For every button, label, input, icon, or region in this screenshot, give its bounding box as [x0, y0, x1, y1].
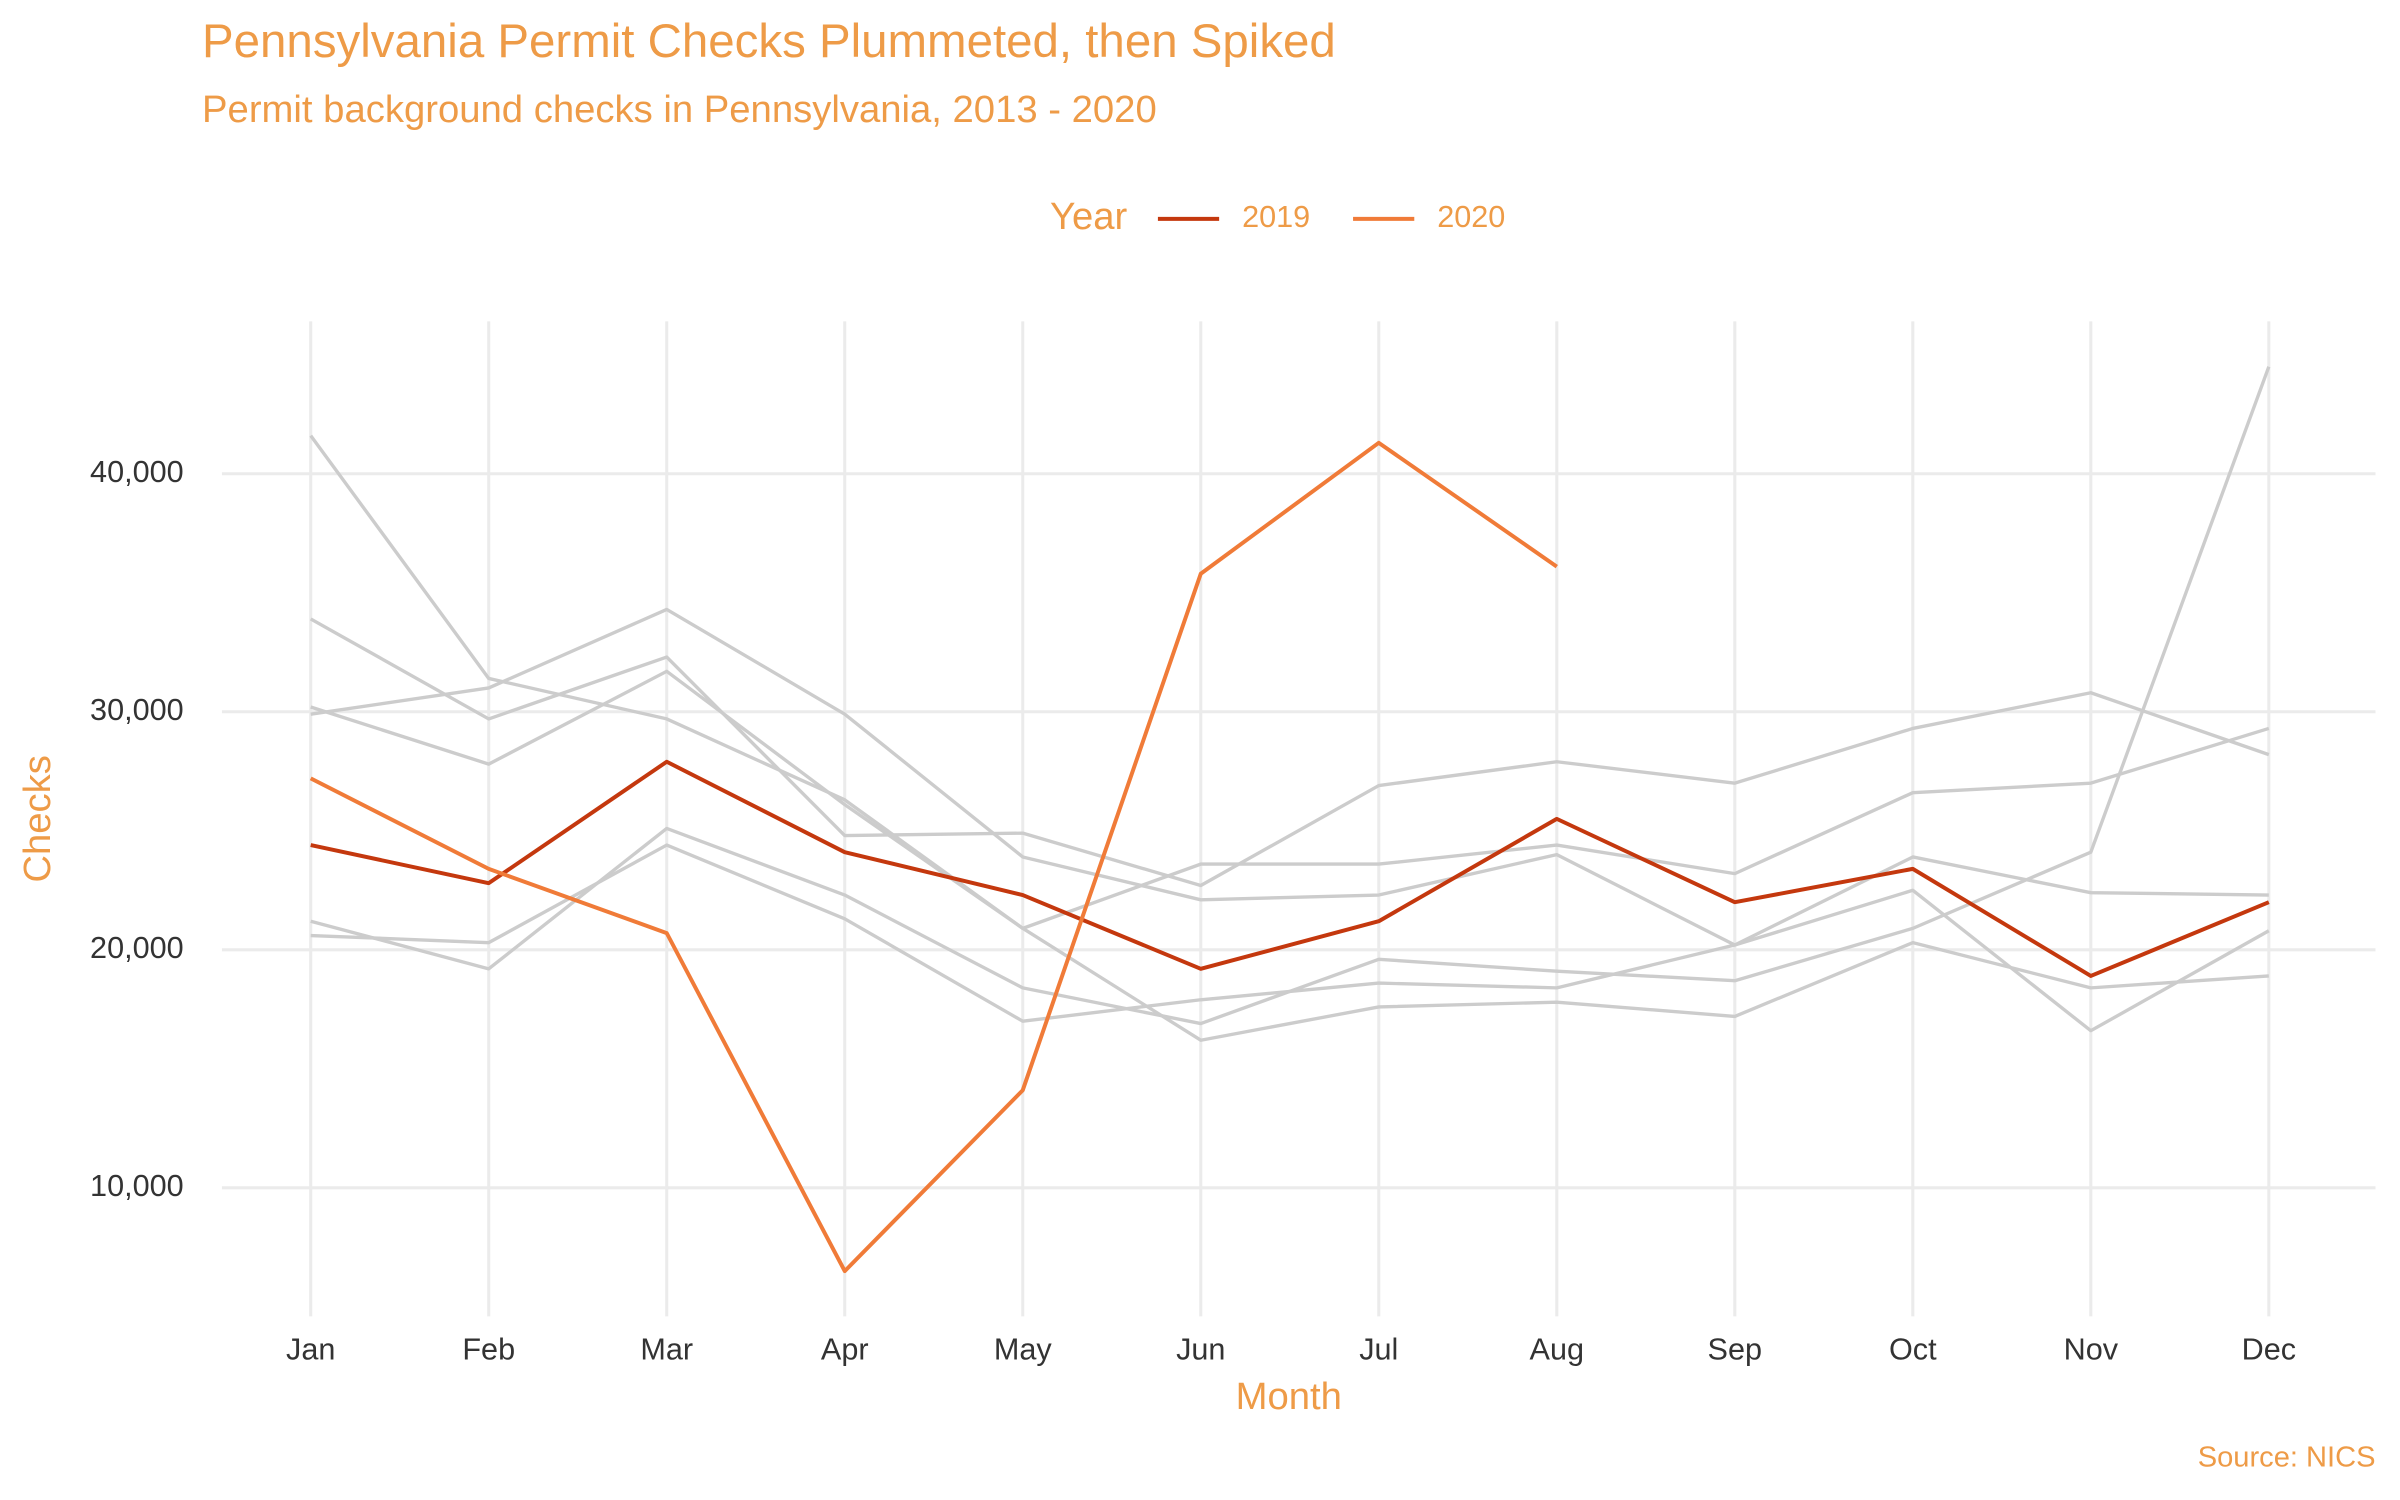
x-axis-title: Month	[1236, 1375, 1342, 1418]
x-tick-label: Jan	[286, 1333, 335, 1367]
x-tick-label: Apr	[821, 1333, 869, 1367]
y-axis-title: Checks	[16, 755, 59, 883]
series-line	[310, 843, 2270, 1033]
legend: Year 2019 2020	[1050, 195, 1505, 238]
x-tick-label: May	[994, 1333, 1053, 1367]
caption: Source: NICS	[2198, 1441, 2376, 1473]
series-line	[309, 617, 2270, 888]
x-tick-label: Aug	[1530, 1333, 1584, 1367]
y-tick-label: 20,000	[90, 931, 184, 965]
series-line	[310, 366, 2271, 1026]
x-tick-label: Jul	[1359, 1333, 1398, 1367]
x-tick-label: Oct	[1889, 1333, 1937, 1367]
lines	[309, 366, 2271, 1274]
series-line	[310, 607, 2269, 947]
x-tick-label: Mar	[640, 1333, 693, 1367]
x-tick-label: Nov	[2064, 1333, 2119, 1367]
legend-label: 2019	[1242, 200, 1310, 234]
chart-title: Pennsylvania Permit Checks Plummeted, th…	[202, 15, 1336, 68]
legend-title: Year	[1050, 195, 1128, 238]
x-tick-label: Feb	[462, 1333, 515, 1367]
legend-label: 2020	[1437, 200, 1505, 234]
grid	[221, 321, 2376, 1317]
series-line	[309, 434, 2269, 1042]
series-line	[310, 759, 2270, 978]
x-tick-label: Sep	[1708, 1333, 1762, 1367]
series-line	[310, 669, 2270, 931]
series-line	[309, 440, 1558, 1274]
y-tick-label: 30,000	[90, 693, 184, 727]
x-tick-label: Dec	[2242, 1333, 2296, 1367]
y-tick-label: 40,000	[90, 455, 184, 489]
y-tick-label: 10,000	[90, 1169, 184, 1203]
chart-subtitle: Permit background checks in Pennsylvania…	[202, 88, 1157, 131]
x-tick-label: Jun	[1176, 1333, 1225, 1367]
